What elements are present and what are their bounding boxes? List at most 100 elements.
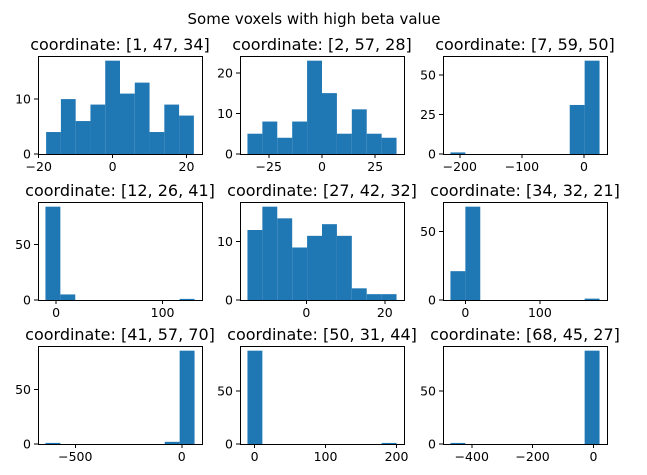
x-tick-label: −200 — [443, 159, 477, 174]
histogram-bar — [450, 271, 466, 300]
x-tick-label: −200 — [515, 449, 549, 464]
subplot-title: coordinate: [2, 57, 28] — [232, 35, 412, 54]
subplot-title: coordinate: [68, 45, 27] — [430, 325, 620, 344]
y-tick-label: 0 — [23, 147, 31, 162]
axes-frame — [38, 202, 203, 301]
subplot-8: coordinate: [50, 31, 44] 0 100 200 0 50 — [217, 325, 417, 464]
subplot-5: coordinate: [27, 42, 32] 0 20 0 10 — [217, 181, 417, 320]
y-tick-label: 0 — [23, 293, 31, 308]
axes-frame — [38, 346, 203, 445]
histogram-bar — [179, 298, 195, 300]
x-tick-label: 200 — [385, 449, 409, 464]
histogram-bar — [336, 133, 352, 154]
axes-frame — [38, 56, 203, 155]
y-tick-label: 0 — [428, 437, 436, 452]
histogram-bar — [60, 99, 76, 154]
subplot-4: coordinate: [12, 26, 41] 0 100 0 50 — [15, 181, 215, 320]
histogram-bar — [45, 206, 61, 300]
x-tick-label: 0 — [580, 159, 588, 174]
histogram-bar — [366, 133, 382, 154]
x-tick-label: 0 — [461, 305, 469, 320]
subplot-3: coordinate: [7, 59, 50] −200 −100 0 0 25 50 — [420, 35, 615, 174]
histogram-bar — [164, 104, 180, 154]
histogram-bar — [322, 93, 337, 154]
y-tick-label: 0 — [225, 293, 233, 308]
histogram-bar — [450, 152, 466, 154]
y-tick-label: 50 — [15, 237, 31, 252]
subplot-title: coordinate: [41, 57, 70] — [25, 325, 215, 344]
subplot-7: coordinate: [41, 57, 70] −500 0 0 50 — [15, 325, 215, 464]
subplot-title: coordinate: [12, 26, 41] — [25, 181, 215, 200]
subplot-title: coordinate: [27, 42, 32] — [227, 181, 417, 200]
x-tick-label: −100 — [505, 159, 539, 174]
histogram-bar — [90, 104, 106, 154]
x-tick-label: 0 — [109, 159, 117, 174]
histogram-bar — [465, 206, 481, 300]
x-tick-label: 20 — [179, 159, 195, 174]
histogram-bar — [247, 350, 263, 444]
y-tick-label: 0 — [428, 293, 436, 308]
y-tick-label: 50 — [420, 67, 436, 82]
x-tick-label: −500 — [58, 449, 92, 464]
x-tick-label: −20 — [26, 159, 52, 174]
histogram-bar — [381, 442, 397, 444]
histogram-bar — [75, 121, 91, 154]
histogram-bar — [149, 132, 165, 154]
histogram-bar — [292, 121, 308, 154]
histogram-bar — [307, 235, 322, 300]
subplot-6: coordinate: [34, 32, 21] 0 100 0 50 — [420, 181, 620, 320]
subplot-grid: coordinate: [1, 47, 34]−20 0 20010coordina… — [15, 35, 620, 464]
histogram-bar — [45, 442, 61, 444]
x-tick-label: 0 — [178, 449, 186, 464]
axes-frame — [443, 202, 608, 301]
x-tick-label: −400 — [455, 449, 489, 464]
histogram-bar — [164, 441, 180, 444]
y-tick-label: 0 — [23, 437, 31, 452]
subplot-2: coordinate: [2, 57, 28] −25 0 25 0 10 20 — [217, 35, 412, 174]
y-tick-label: 10 — [217, 234, 233, 249]
subplot-9: coordinate: [68, 45, 27] −400 −200 0 0 50 — [420, 325, 620, 464]
histogram-bar — [247, 230, 263, 300]
x-tick-label: −25 — [256, 159, 282, 174]
histogram-bar — [105, 60, 120, 154]
histogram-bar — [584, 350, 600, 444]
axes-frame — [240, 346, 405, 445]
histogram-bar — [277, 137, 293, 154]
histogram-bar — [381, 294, 397, 300]
histogram-bar — [584, 60, 600, 154]
histogram-bar — [134, 82, 150, 154]
histogram-bar — [351, 109, 367, 154]
subplot-title: coordinate: [34, 32, 21] — [430, 181, 620, 200]
histogram-bar — [60, 294, 76, 300]
x-tick-label: 25 — [367, 159, 383, 174]
y-tick-label: 50 — [420, 383, 436, 398]
subplot-title: coordinate: [1, 47, 34] — [30, 35, 210, 54]
x-tick-label: 100 — [151, 305, 175, 320]
histogram-bar — [307, 60, 322, 154]
x-tick-label: 0 — [52, 305, 60, 320]
axes-frame — [443, 346, 608, 445]
y-tick-label: 10 — [217, 106, 233, 121]
y-tick-label: 0 — [428, 147, 436, 162]
y-tick-label: 50 — [15, 382, 31, 397]
histogram-bar — [120, 93, 135, 154]
y-tick-label: 0 — [225, 147, 233, 162]
histogram-bar — [262, 206, 278, 300]
y-tick-label: 25 — [420, 107, 436, 122]
y-tick-label: 20 — [217, 65, 233, 80]
histogram-bar — [247, 133, 263, 154]
x-tick-label: 0 — [589, 449, 597, 464]
figure-title: Some voxels with high beta value — [188, 10, 441, 28]
y-tick-label: 0 — [225, 437, 233, 452]
histogram-bar — [262, 121, 278, 154]
y-tick-label: 50 — [217, 383, 233, 398]
histogram-bar — [179, 350, 195, 444]
histogram-bar — [179, 115, 194, 154]
x-tick-label: 20 — [377, 305, 393, 320]
x-tick-label: 0 — [318, 159, 326, 174]
subplot-title: coordinate: [7, 59, 50] — [435, 35, 615, 54]
x-tick-label: 100 — [528, 305, 552, 320]
axes-frame — [443, 56, 608, 155]
